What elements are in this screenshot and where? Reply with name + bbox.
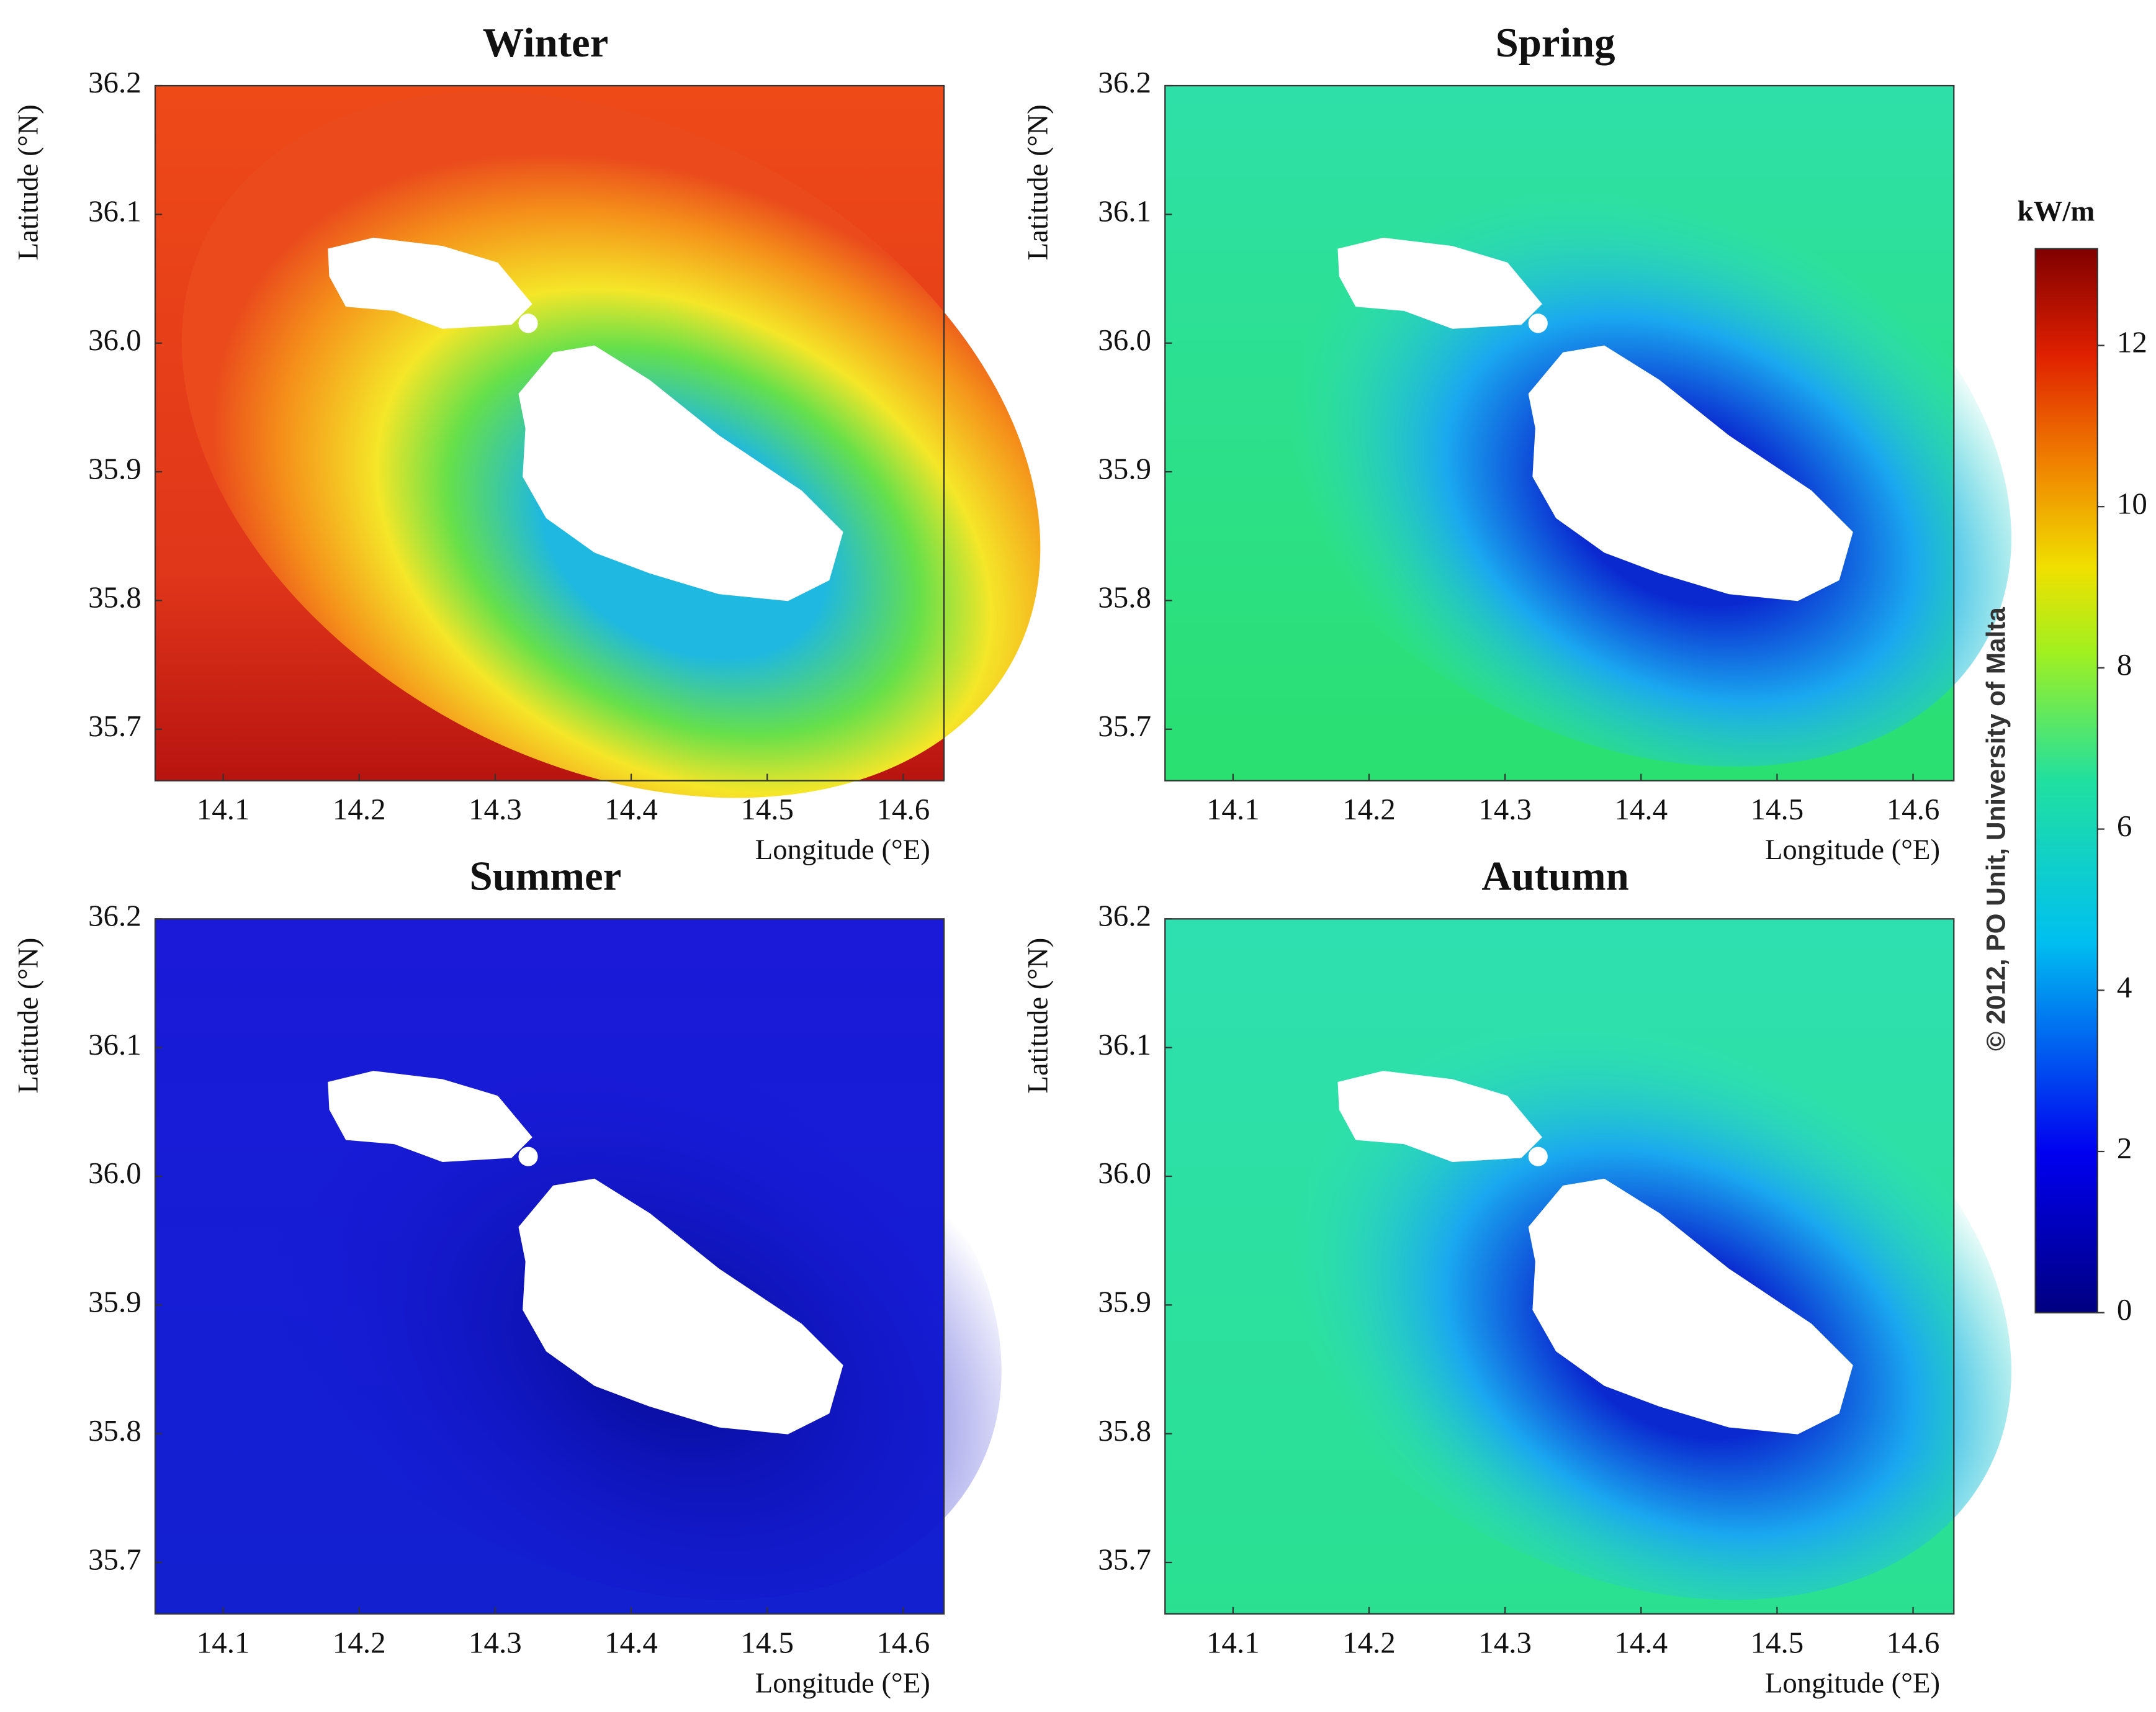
x-tick-label: 14.1 xyxy=(1206,792,1260,826)
y-tick-label: 35.8 xyxy=(88,1413,141,1448)
x-tick-label: 14.3 xyxy=(1478,1625,1532,1659)
x-tick-label: 14.2 xyxy=(333,1625,386,1659)
colorbar xyxy=(2034,248,2098,1313)
colorbar-tick-label: 0 xyxy=(2117,1292,2132,1327)
y-tick-label: 35.7 xyxy=(88,709,141,743)
y-tick-label: 35.9 xyxy=(88,451,141,485)
colorbar-tick-label: 10 xyxy=(2117,486,2147,520)
y-tick-label: 36.2 xyxy=(1098,899,1151,933)
colorbar-tick-label: 6 xyxy=(2117,809,2132,843)
x-tick-label: 14.2 xyxy=(1342,1625,1396,1659)
x-tick-label: 14.1 xyxy=(197,1625,250,1659)
y-tick-label: 36.1 xyxy=(1098,194,1151,228)
x-tick-label: 14.4 xyxy=(604,792,658,826)
map-panel: Spring 14.1 14.2 14.3 14.4 14.5 14.6 35.7 35.8 35… xyxy=(1022,20,2011,866)
x-axis-label: Longitude (°E) xyxy=(1765,834,1940,866)
x-tick-label: 14.5 xyxy=(740,1625,794,1659)
y-tick-label: 36.2 xyxy=(1098,65,1151,99)
x-axis-label: Longitude (°E) xyxy=(1765,1667,1940,1699)
panel-title: Spring xyxy=(1496,20,1615,66)
plot-frame xyxy=(1164,918,1955,1615)
y-tick-label: 36.0 xyxy=(1098,323,1151,357)
y-tick-label: 35.8 xyxy=(88,580,141,615)
y-tick-label: 36.0 xyxy=(1098,1156,1151,1190)
x-axis-label: Longitude (°E) xyxy=(755,834,930,866)
colorbar-tick-label: 2 xyxy=(2117,1131,2132,1165)
y-tick-label: 35.7 xyxy=(88,1542,141,1576)
x-tick-label: 14.4 xyxy=(1614,1625,1668,1659)
plot-frame xyxy=(154,918,945,1615)
y-tick-label: 35.9 xyxy=(1098,1285,1151,1319)
y-tick-label: 35.7 xyxy=(1098,709,1151,743)
y-tick-label: 35.9 xyxy=(88,1285,141,1319)
copyright: © 2012, PO Unit, University of Malta xyxy=(1982,607,2011,1051)
colorbar-tick-label: 4 xyxy=(2117,970,2132,1004)
plot-frame xyxy=(154,84,945,782)
y-tick-label: 36.1 xyxy=(88,1027,141,1061)
x-tick-label: 14.4 xyxy=(604,1625,658,1659)
x-tick-label: 14.5 xyxy=(740,792,794,826)
x-tick-label: 14.2 xyxy=(1342,792,1396,826)
y-tick-label: 35.8 xyxy=(1098,580,1151,615)
x-tick-label: 14.6 xyxy=(1887,1625,1940,1659)
y-axis-label: Latitude (°N) xyxy=(1022,938,1054,1094)
x-tick-label: 14.5 xyxy=(1751,792,1804,826)
y-tick-label: 35.8 xyxy=(1098,1413,1151,1448)
x-tick-label: 14.3 xyxy=(469,792,522,826)
x-tick-label: 14.3 xyxy=(1478,792,1532,826)
y-tick-label: 36.2 xyxy=(88,65,141,99)
map-panel: Winter 14.1 14.2 14.3 14.4 14.5 14.6 35.7 35.8 35… xyxy=(12,20,1041,866)
x-axis-label: Longitude (°E) xyxy=(755,1667,930,1699)
x-tick-label: 14.1 xyxy=(1206,1625,1260,1659)
x-tick-label: 14.3 xyxy=(469,1625,522,1659)
y-tick-label: 35.9 xyxy=(1098,451,1151,485)
y-tick-label: 36.1 xyxy=(1098,1027,1151,1061)
x-tick-label: 14.6 xyxy=(876,1625,930,1659)
x-tick-label: 14.6 xyxy=(1887,792,1940,826)
y-tick-label: 36.0 xyxy=(88,1156,141,1190)
y-tick-label: 35.7 xyxy=(1098,1542,1151,1576)
x-tick-label: 14.4 xyxy=(1614,792,1668,826)
panel-title: Winter xyxy=(483,20,609,66)
colorbar-tick-label: 8 xyxy=(2117,647,2132,682)
plot-frame xyxy=(1164,84,1955,782)
y-axis-label: Latitude (°N) xyxy=(12,938,44,1094)
y-axis-label: Latitude (°N) xyxy=(12,104,44,260)
y-tick-label: 36.2 xyxy=(88,899,141,933)
x-tick-label: 14.2 xyxy=(333,792,386,826)
x-tick-label: 14.1 xyxy=(197,792,250,826)
colorbar-label: kW/m xyxy=(2018,196,2095,228)
x-tick-label: 14.5 xyxy=(1751,1625,1804,1659)
colorbar-tick-label: 12 xyxy=(2117,325,2147,359)
panel-title: Summer xyxy=(469,854,621,899)
y-axis-label: Latitude (°N) xyxy=(1022,104,1054,260)
y-tick-label: 36.1 xyxy=(88,194,141,228)
x-tick-label: 14.6 xyxy=(876,792,930,826)
map-panel: Summer 14.1 14.2 14.3 14.4 14.5 14.6 35.7 35.8 35… xyxy=(12,854,1002,1699)
panel-title: Autumn xyxy=(1481,854,1628,899)
map-panel: Autumn 14.1 14.2 14.3 14.4 14.5 14.6 35.7 35.8 35… xyxy=(1022,854,2011,1699)
y-tick-label: 36.0 xyxy=(88,323,141,357)
